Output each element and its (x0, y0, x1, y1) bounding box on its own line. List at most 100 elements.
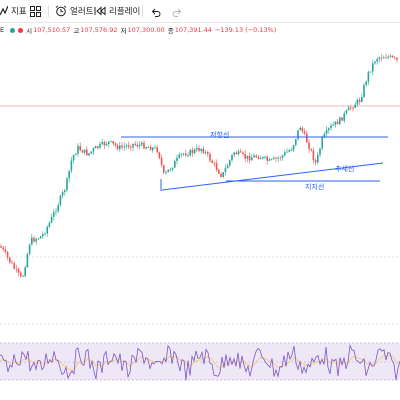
candle-body (365, 81, 367, 85)
candle-body (308, 142, 310, 150)
candle-body (61, 191, 64, 196)
candle-body (121, 145, 123, 148)
candle-body (46, 226, 48, 234)
candle-body (380, 57, 383, 59)
layout-grid-button[interactable] (30, 4, 41, 18)
candle-body (136, 144, 139, 147)
candle-body (376, 59, 378, 62)
candle-body (191, 149, 194, 154)
alert-button[interactable]: 얼러트 (55, 4, 93, 18)
candle-body (303, 131, 306, 134)
candle-body (253, 155, 255, 158)
candle-body (15, 268, 18, 270)
low-value: 107,300.00 (127, 26, 165, 34)
candle-body (22, 276, 24, 277)
chart-canvas[interactable] (0, 36, 400, 400)
candle-body (297, 130, 299, 140)
candle-body (178, 154, 180, 158)
candle-body (229, 160, 231, 166)
candle-body (26, 254, 29, 268)
candle-body (385, 57, 387, 59)
candle-body (156, 147, 158, 153)
candle-body (257, 157, 260, 159)
symbol-suffix[interactable]: E (0, 26, 5, 34)
candle-body (35, 239, 37, 242)
candle-body (75, 154, 77, 156)
candle-body (299, 127, 301, 131)
chart-area[interactable]: 저항선 추세선 지지선 (0, 36, 400, 400)
candle-body (332, 124, 334, 126)
candle-body (339, 117, 341, 125)
candle-body (378, 57, 381, 59)
candle-body (182, 153, 185, 155)
rsi-band (0, 343, 400, 380)
toolbar-divider (142, 5, 143, 17)
candle-body (209, 153, 211, 161)
redo-button[interactable] (172, 4, 183, 18)
toolbar-divider (48, 5, 49, 17)
replay-button[interactable]: 리플레이 (94, 4, 140, 18)
candle-body (147, 147, 150, 148)
candle-body (314, 159, 317, 163)
candle-body (242, 152, 244, 154)
candle-body (325, 130, 328, 134)
candle-body (264, 156, 266, 158)
candle-body (163, 165, 165, 173)
candle-body (361, 97, 363, 102)
indicators-button[interactable]: 지표 (0, 4, 27, 18)
candle-body (4, 249, 7, 252)
candle-body (97, 146, 99, 148)
candle-body (125, 145, 128, 147)
candle-body (94, 146, 97, 149)
candle-body (116, 145, 119, 150)
candle-body (204, 152, 207, 153)
candle-body (158, 152, 161, 159)
candle-body (275, 157, 277, 159)
candle-body (343, 113, 345, 121)
candle-body (174, 161, 176, 168)
candle-body (83, 149, 86, 153)
candle-body (220, 173, 222, 177)
candle-body (59, 195, 62, 205)
candle-body (114, 143, 117, 146)
low-key: 저 (120, 27, 127, 35)
candle-body (66, 178, 68, 191)
open-value: 107,510.57 (33, 26, 71, 34)
candle-body (281, 155, 284, 158)
candle-body (167, 169, 169, 172)
candle-body (24, 267, 26, 277)
candle-body (207, 152, 209, 154)
candle-body (295, 139, 297, 145)
candle-body (218, 170, 220, 174)
candle-body (372, 63, 374, 72)
candle-body (130, 146, 132, 148)
candle-body (387, 56, 389, 58)
candle-body (68, 170, 70, 179)
candle-body (367, 71, 370, 82)
candle-body (273, 157, 275, 160)
trend-line[interactable] (161, 162, 384, 191)
candle-body (369, 71, 372, 73)
candle-body (154, 147, 156, 149)
rsi-ma-line (0, 354, 400, 372)
candle-body (57, 205, 59, 212)
grid-icon (30, 5, 41, 17)
candle-body (334, 121, 337, 125)
candle-body (92, 148, 95, 152)
candle-body (374, 61, 376, 64)
indicators-label: 지표 (11, 7, 27, 17)
close-key: 종 (167, 27, 174, 35)
candle-body (13, 263, 15, 269)
candle-body (301, 127, 304, 132)
redo-icon (172, 6, 183, 17)
candle-body (317, 154, 319, 163)
candle-body (255, 155, 257, 158)
change-value: −139.13 (−0.13%) (214, 26, 277, 34)
candle-body (31, 237, 33, 245)
candle-body (110, 141, 112, 142)
candle-body (323, 133, 326, 138)
undo-button[interactable] (150, 4, 161, 18)
candle-body (222, 172, 224, 177)
candle-body (330, 125, 332, 129)
